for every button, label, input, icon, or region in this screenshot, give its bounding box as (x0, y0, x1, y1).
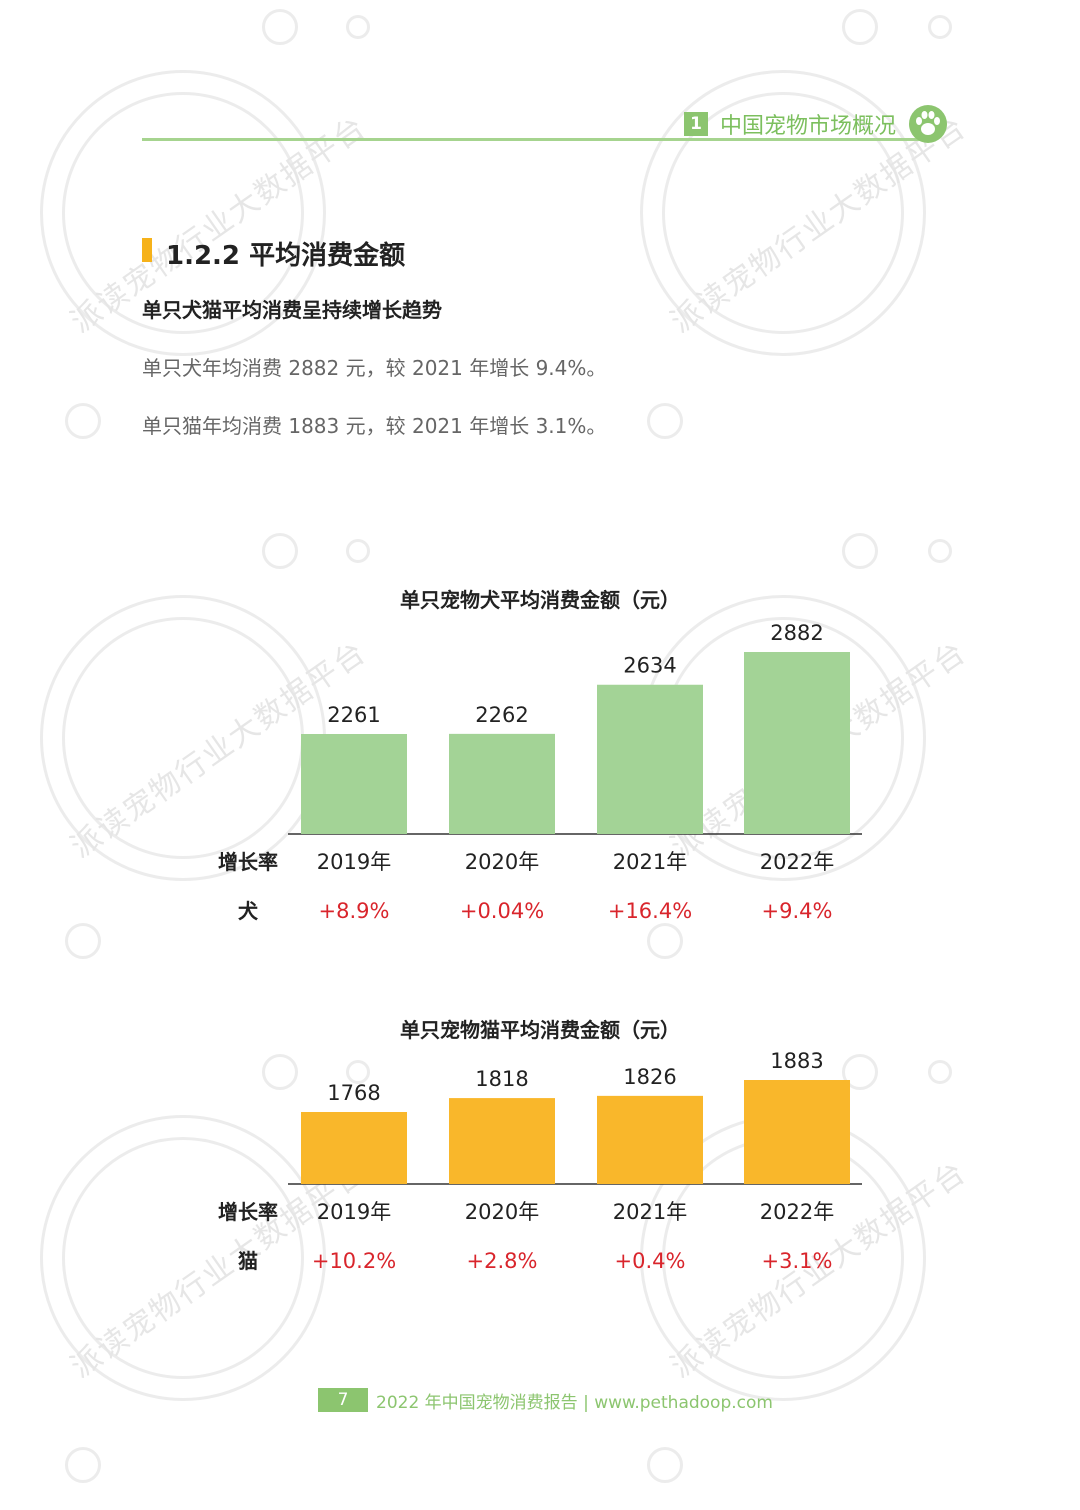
bar-2019年 (301, 1112, 407, 1184)
bar-2022年 (744, 652, 850, 834)
growth-rate: +9.4% (762, 899, 833, 923)
chapter-number: 1 (684, 112, 708, 136)
data-label: 2262 (475, 703, 528, 727)
watermark-circle (647, 1447, 683, 1483)
watermark-circle (65, 1447, 101, 1483)
data-label: 1818 (475, 1067, 528, 1091)
growth-rate: +0.04% (460, 899, 544, 923)
watermark-circle (346, 539, 370, 563)
bar-2019年 (301, 734, 407, 834)
footer-text: 2022 年中国宠物消费报告 | www.pethadoop.com (376, 1393, 773, 1413)
watermark-circle (842, 533, 878, 569)
growth-rate: +8.9% (319, 899, 390, 923)
x-tick-label: 2021年 (613, 1200, 687, 1224)
watermark-circle (65, 403, 101, 439)
watermark-circle (842, 9, 878, 45)
section-subheading: 单只犬猫平均消费呈持续增长趋势 (142, 298, 442, 322)
growth-rate: +2.8% (467, 1249, 538, 1273)
watermark-circle (346, 15, 370, 39)
watermark-circle (928, 15, 952, 39)
bar-2021年 (597, 1095, 703, 1184)
bar-2021年 (597, 684, 703, 834)
x-tick-label: 2019年 (317, 1200, 391, 1224)
x-tick-label: 2020年 (465, 850, 539, 874)
data-label: 1768 (327, 1081, 380, 1105)
growth-rate: +16.4% (608, 899, 692, 923)
paw-icon (909, 105, 947, 143)
x-tick-label: 2019年 (317, 850, 391, 874)
section-marker (142, 238, 152, 262)
x-tick-label: 2022年 (760, 850, 834, 874)
section-title: 1.2.2 平均消费金额 (166, 241, 406, 271)
x-tick-label: 2022年 (760, 1200, 834, 1224)
x-tick-label: 2020年 (465, 1200, 539, 1224)
body-text-cat: 单只猫年均消费 1883 元，较 2021 年增长 3.1%。 (142, 414, 607, 438)
dog-spending-chart: 2261 2019年 +8.9% 2262 2020年 +0.04% 2634 2021年 +1… (218, 621, 862, 923)
bar-2020年 (449, 733, 555, 834)
page-number: 7 (318, 1388, 368, 1412)
growth-rate: +10.2% (312, 1249, 396, 1273)
chapter-title: 中国宠物市场概况 (720, 114, 897, 139)
growth-series-label: 犬 (238, 899, 259, 923)
dog-chart-title: 单只宠物犬平均消费金额（元） (400, 588, 680, 612)
watermark-circle (262, 9, 298, 45)
data-label: 2634 (623, 654, 676, 678)
watermark-circle (647, 403, 683, 439)
data-label: 1883 (770, 1049, 823, 1073)
watermark-circle (262, 533, 298, 569)
growth-rate-label: 增长率 (218, 850, 278, 874)
growth-rate: +0.4% (615, 1249, 686, 1273)
bar-2020年 (449, 1098, 555, 1184)
data-label: 2882 (770, 621, 823, 645)
x-tick-label: 2021年 (613, 850, 687, 874)
body-text-dog: 单只犬年均消费 2882 元，较 2021 年增长 9.4%。 (142, 356, 607, 380)
data-label: 1826 (623, 1065, 676, 1089)
growth-series-label: 猫 (238, 1249, 258, 1273)
growth-rate-label: 增长率 (218, 1200, 278, 1224)
header-divider (142, 138, 922, 141)
watermark-circle (928, 539, 952, 563)
cat-spending-chart: 1768 2019年 +10.2% 1818 2020年 +2.8% 1826 2021年 +0… (218, 1049, 862, 1273)
cat-chart-title: 单只宠物猫平均消费金额（元） (400, 1018, 680, 1042)
growth-rate: +3.1% (762, 1249, 833, 1273)
bar-2022年 (744, 1080, 850, 1184)
data-label: 2261 (327, 703, 380, 727)
